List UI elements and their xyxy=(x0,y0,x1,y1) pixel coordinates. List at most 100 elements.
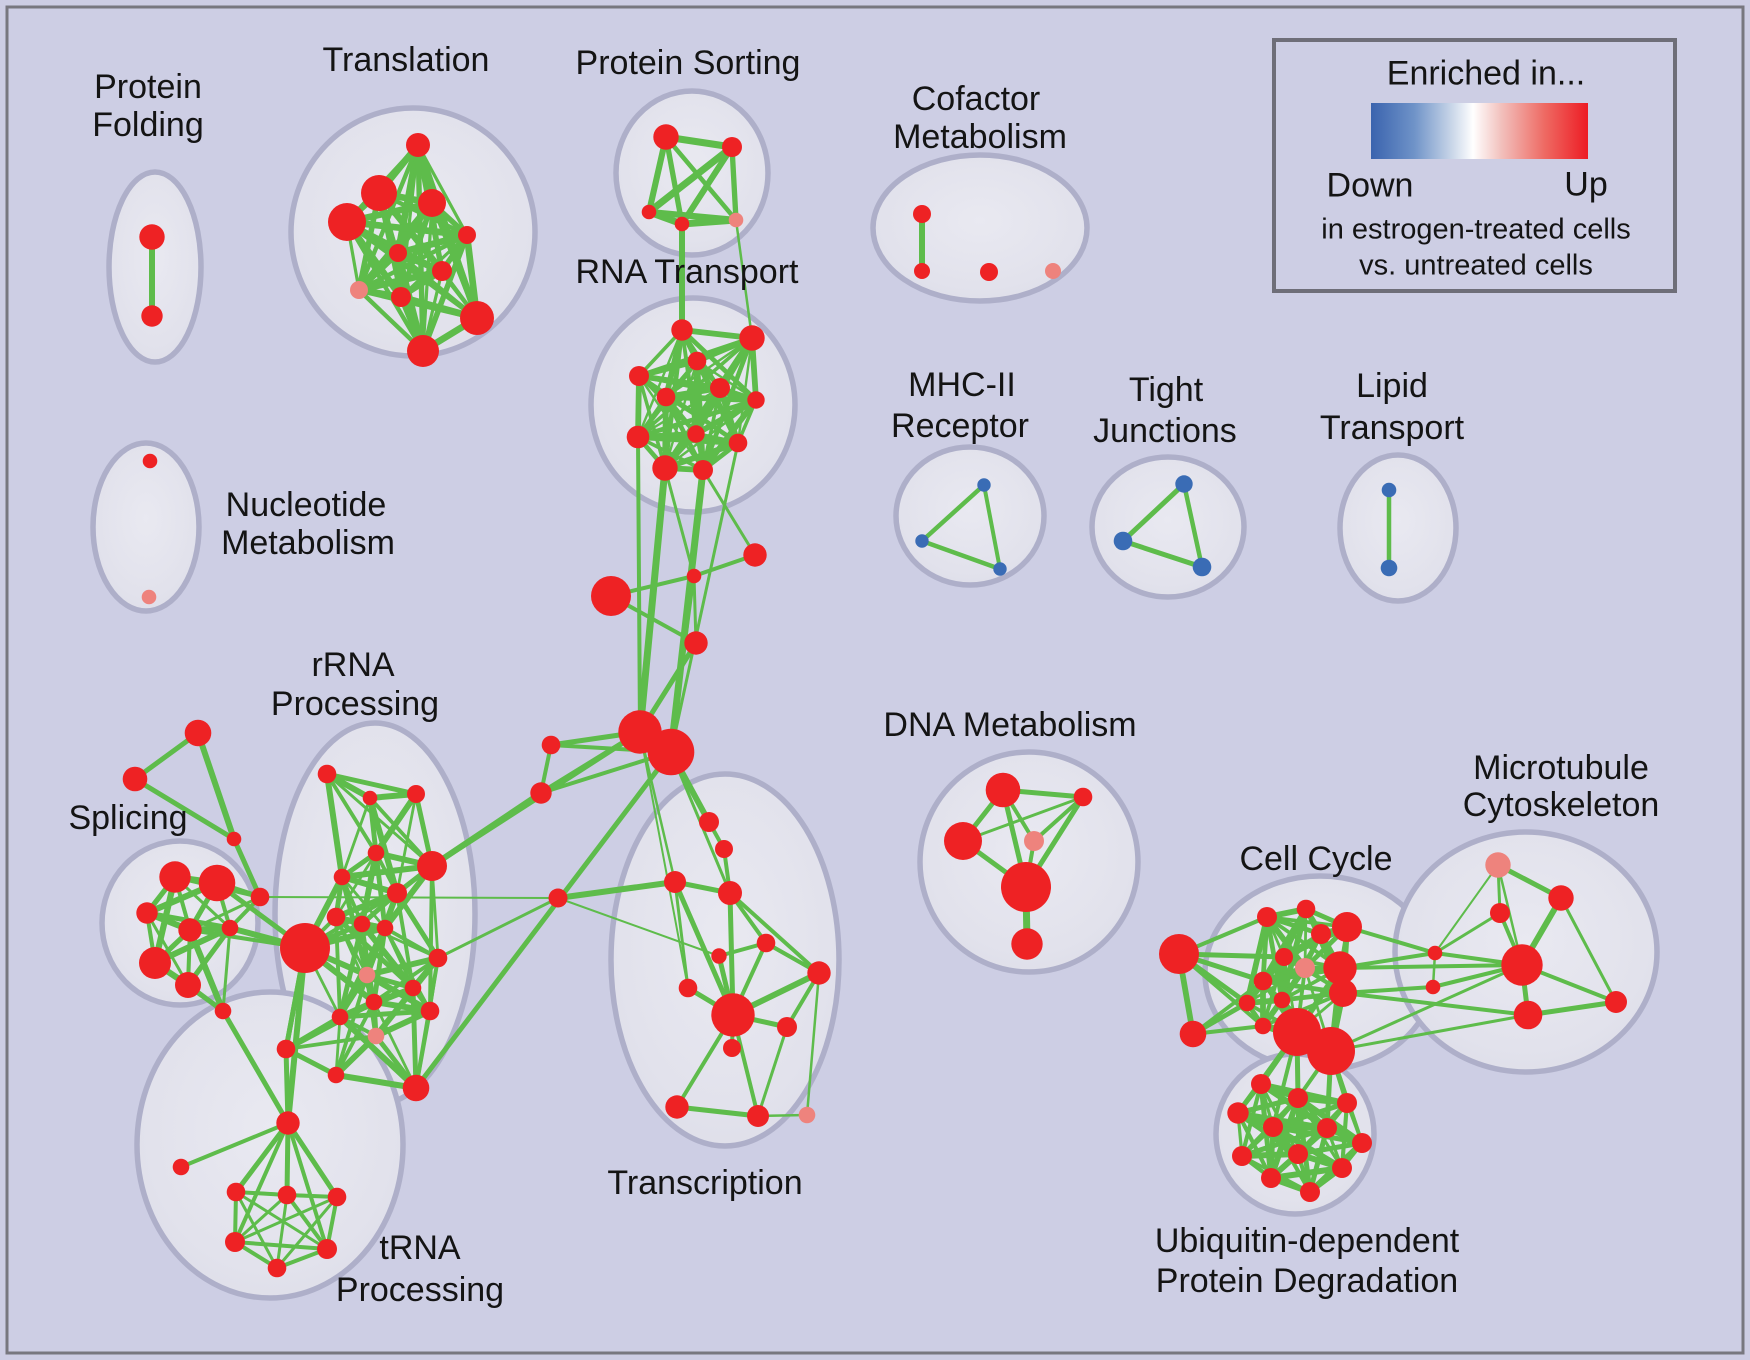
node-translation-10 xyxy=(407,335,439,367)
edge-protein-sorting xyxy=(678,143,736,228)
legend-up-label: Up xyxy=(1564,165,1608,204)
edge-splicing-to-transcription xyxy=(259,896,559,899)
ellipse-tight-junctions xyxy=(1089,454,1247,600)
label-microtubule-0: Microtubule xyxy=(1473,749,1649,787)
edge-rrna xyxy=(372,1000,418,1090)
node-rna-transport-6 xyxy=(747,391,765,409)
node-rrna-9 xyxy=(376,919,394,937)
node-rna-transport-3 xyxy=(629,366,649,386)
label-ubiquitin-1: Protein Degradation xyxy=(1156,1262,1458,1300)
edge-microtubule-to-cell-cycle xyxy=(1329,963,1524,1053)
node-lipid-transport-0 xyxy=(1381,482,1397,498)
edge-rna-transport-to-core xyxy=(667,466,707,756)
edge-tight-junctions xyxy=(1120,538,1205,570)
edge-cell-cycle xyxy=(1244,914,1270,1006)
edge-rna-transport xyxy=(637,374,667,470)
edge-rrna xyxy=(337,1008,433,1020)
label-lipid-transport-1: Transport xyxy=(1320,409,1465,447)
edge-microtubule xyxy=(1433,911,1502,955)
edge-rrna xyxy=(338,973,369,1019)
node-transcription-5 xyxy=(678,978,698,998)
node-transcription-2 xyxy=(664,871,686,893)
node-splicing-5 xyxy=(139,947,171,979)
edge-rrna xyxy=(414,956,440,1090)
node-core-2 xyxy=(591,576,631,616)
edge-rna-transport xyxy=(636,435,705,472)
node-rrna-16 xyxy=(420,1001,440,1021)
node-trna-6 xyxy=(317,1239,337,1259)
node-cofactor-0 xyxy=(913,205,931,223)
node-dna-2 xyxy=(944,822,982,860)
node-trna-4 xyxy=(327,1187,347,1207)
edge-cell-cycle-to-microtubule xyxy=(1345,925,1437,955)
edge-rrna xyxy=(333,1072,419,1091)
node-trna-5 xyxy=(225,1232,245,1252)
ellipse-nucleotide xyxy=(90,440,202,614)
node-rna-transport-0 xyxy=(671,319,693,341)
edge-core-to-transcription xyxy=(639,731,689,989)
node-core-1 xyxy=(647,728,695,776)
edge-rna-transport xyxy=(637,374,705,472)
node-transcription-11 xyxy=(723,1039,741,1057)
node-ubiquitin-10 xyxy=(1261,1168,1281,1188)
node-translation-6 xyxy=(432,261,452,281)
node-ubiquitin-2 xyxy=(1337,1093,1357,1113)
node-trna-0 xyxy=(276,1111,300,1135)
edge-rna-transport xyxy=(637,374,758,402)
edge-trna xyxy=(275,1195,339,1270)
edge-rrna xyxy=(373,791,419,856)
label-trna-0: tRNA xyxy=(379,1229,461,1267)
edge-rrna xyxy=(334,1015,342,1077)
node-ubiquitin-11 xyxy=(1300,1182,1320,1202)
node-ubiquitin-1 xyxy=(1288,1088,1308,1108)
legend-box: Enriched in... Down Up in estrogen-treat… xyxy=(1272,38,1677,293)
edge-mhc xyxy=(919,482,987,544)
node-rna-transport-2 xyxy=(687,351,707,371)
edge-trna xyxy=(233,1193,289,1244)
label-rrna-0: rRNA xyxy=(311,646,394,684)
edge-transcription xyxy=(674,1104,761,1119)
node-rna-transport-4 xyxy=(710,378,730,398)
node-core-7 xyxy=(530,782,552,804)
label-rna-transport-0: RNA Transport xyxy=(576,253,800,291)
node-tight-junctions-1 xyxy=(1113,531,1133,551)
node-core-6 xyxy=(541,735,561,755)
node-ubiquitin-0 xyxy=(1251,1074,1271,1094)
edge-rna-transport xyxy=(635,397,759,440)
edge-rna-transport-to-core xyxy=(636,435,642,734)
label-trna-1: Processing xyxy=(336,1271,504,1309)
edge-ubiquitin xyxy=(1268,1165,1345,1181)
node-cell-cycle-13 xyxy=(1254,1017,1272,1035)
edge-trna xyxy=(233,1121,290,1244)
node-cell-cycle-12 xyxy=(1273,991,1291,1009)
node-rna-transport-8 xyxy=(626,425,650,449)
node-transcription-0 xyxy=(699,812,719,832)
node-rrna-1 xyxy=(362,790,378,806)
edge-rna-transport xyxy=(693,397,759,437)
edge-trna xyxy=(234,1190,279,1270)
node-rrna-4 xyxy=(417,851,447,881)
edge-trna xyxy=(179,1121,290,1169)
node-rrna-8 xyxy=(353,915,371,933)
edge-triangle xyxy=(195,730,237,842)
ellipse-mhc xyxy=(893,444,1047,588)
edge-transcription xyxy=(756,1025,789,1118)
edge-rrna xyxy=(324,771,345,880)
node-rna-transport-1 xyxy=(739,325,765,351)
edge-ubiquitin xyxy=(1239,1125,1330,1159)
node-protein-folding-0 xyxy=(139,224,165,250)
edge-translation xyxy=(343,218,471,239)
node-ubiquitin-9 xyxy=(1332,1158,1352,1178)
node-splicing-3 xyxy=(178,918,202,942)
edge-protein-sorting xyxy=(678,216,740,228)
edge-transcription xyxy=(672,879,736,1018)
edge-cell-cycle-to-microtubule xyxy=(1338,963,1524,970)
edge-rrna xyxy=(340,796,372,879)
node-rna-transport-9 xyxy=(728,433,748,453)
label-translation-0: Translation xyxy=(323,41,490,79)
node-rrna-14 xyxy=(331,1008,349,1026)
node-splicing-1 xyxy=(198,864,236,902)
node-microtubule-1 xyxy=(1548,885,1574,911)
node-rrna-0 xyxy=(317,764,337,784)
